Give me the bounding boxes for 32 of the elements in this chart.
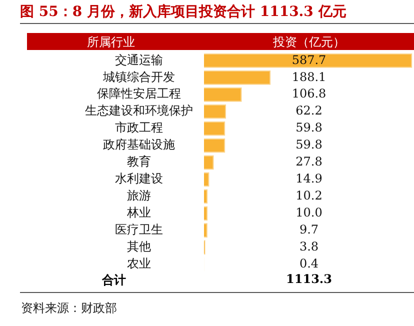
- data-label: 10.2: [296, 188, 322, 203]
- data-label: 587.7: [292, 52, 326, 67]
- text: 资料来源：财政部: [21, 300, 117, 317]
- chart-title: 图 55：8 月份，新入库项目投资合计 1113.3 亿元: [20, 3, 346, 21]
- y-tick-label: 生态建设和环境保护: [85, 104, 193, 118]
- text: 合计: [102, 272, 126, 289]
- data-label: 27.8: [296, 154, 322, 169]
- data-label: 59.8: [296, 120, 322, 135]
- y-tick-label: 医疗卫生: [115, 222, 163, 236]
- y-tick-label: 教育: [127, 154, 151, 169]
- data-label: 14.9: [296, 172, 322, 186]
- data-label: 9.7: [299, 222, 319, 236]
- data-label: 3.8: [299, 239, 319, 254]
- y-tick-label: 保障性安居工程: [97, 86, 181, 101]
- data-label: 62.2: [296, 104, 322, 118]
- y-tick-label: 政府基础设施: [103, 138, 175, 152]
- data-label: 106.8: [292, 86, 326, 101]
- x-axis-title: 投资（亿元）: [273, 34, 345, 51]
- data-label: 188.1: [292, 70, 326, 84]
- y-tick-label: 林业: [126, 206, 151, 220]
- y-tick-label: 其他: [127, 239, 151, 254]
- text: 1113.3: [286, 272, 332, 286]
- y-tick-label: 交通运输: [115, 52, 163, 67]
- y-tick-label: 市政工程: [115, 120, 163, 135]
- y-tick-label: 旅游: [127, 188, 151, 203]
- data-label: 10.0: [296, 206, 322, 220]
- y-tick-label: 农业: [127, 256, 151, 270]
- data-label: 0.4: [299, 256, 319, 270]
- y-tick-label: 城镇综合开发: [102, 70, 175, 84]
- data-label: 59.8: [296, 138, 322, 152]
- y-axis-title: 所属行业: [87, 34, 135, 51]
- y-tick-label: 水利建设: [115, 172, 163, 186]
